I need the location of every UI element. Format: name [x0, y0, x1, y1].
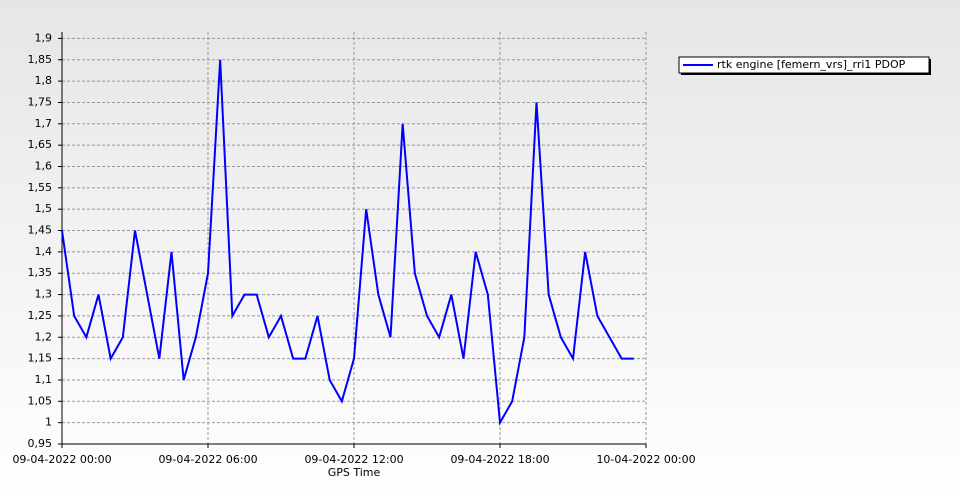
- y-tick-label: 0,95: [28, 437, 53, 450]
- x-tick-label: 09-04-2022 12:00: [304, 453, 403, 466]
- y-tick-label: 1: [45, 416, 52, 429]
- y-tick-label: 1,55: [28, 181, 53, 194]
- y-tick-label: 1,2: [35, 330, 53, 343]
- legend-label: rtk engine [femern_vrs]_rri1 PDOP: [717, 58, 906, 71]
- y-tick-label: 1,1: [35, 373, 53, 386]
- y-tick-label: 1,7: [35, 117, 53, 130]
- y-tick-label: 1,4: [35, 245, 53, 258]
- x-tick-label: 10-04-2022 00:00: [596, 453, 695, 466]
- legend: rtk engine [femern_vrs]_rri1 PDOP: [678, 56, 931, 75]
- x-tick-label: 09-04-2022 06:00: [158, 453, 257, 466]
- legend-box: [678, 56, 930, 74]
- y-tick-label: 1,45: [28, 224, 53, 237]
- y-tick-label: 1,5: [35, 202, 53, 215]
- y-tick-label: 1,65: [28, 138, 53, 151]
- x-tick-label: 09-04-2022 18:00: [450, 453, 549, 466]
- y-tick-label: 1,05: [28, 394, 53, 407]
- data-line: [61, 59, 634, 426]
- y-tick-label: 1,35: [28, 266, 53, 279]
- y-tick-label: 1,8: [35, 74, 53, 87]
- y-tick-label: 1,3: [35, 288, 53, 301]
- x-tick-label: 09-04-2022 00:00: [12, 453, 111, 466]
- y-tick-label: 1,9: [35, 31, 53, 44]
- y-tick-label: 1,15: [28, 352, 53, 365]
- y-tick-label: 1,75: [28, 95, 53, 108]
- y-tick-label: 1,6: [35, 159, 53, 172]
- y-tick-label: 1,85: [28, 53, 53, 66]
- y-tick-label: 1,25: [28, 309, 53, 322]
- x-axis-label: GPS Time: [328, 466, 381, 479]
